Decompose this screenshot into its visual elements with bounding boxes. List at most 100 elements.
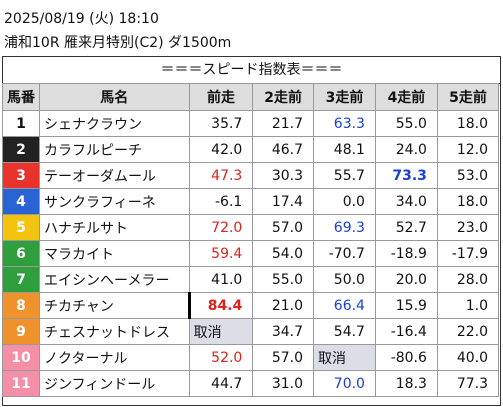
speed-index: 18.3 (374, 370, 438, 397)
speed-index: 55.0 (252, 266, 314, 293)
speed-index: 12.0 (436, 136, 500, 163)
horse-name: シェナクラウン (39, 110, 190, 137)
horse-row: 2 カラフルピーチ 42.0 46.7 48.1 24.0 12.0 (2, 136, 500, 163)
speed-index: -16.4 (374, 318, 438, 345)
speed-index: 40.0 (436, 344, 500, 371)
column-header: 5走前 (436, 83, 500, 111)
speed-index: 52.7 (374, 214, 438, 241)
race-info: 浦和10R 雁来月特別(C2) ダ1500m (4, 35, 232, 51)
horse-row: 6 マラカイト 59.4 54.0 -70.7 -18.9 -17.9 (2, 240, 500, 267)
speed-index: 23.0 (436, 214, 500, 241)
index-table-box: ＝＝＝スピード指数表＝＝＝ 馬番 馬名 前走 2走前 3走前 4走前 5走前 1 シェナクラウ… (2, 56, 501, 406)
speed-index: 54.0 (252, 240, 314, 267)
horse-name: テーオーダムール (39, 162, 190, 189)
speed-index: 30.3 (252, 162, 314, 189)
speed-index: 1.0 (436, 292, 500, 319)
speed-index: 52.0 (188, 344, 254, 371)
speed-index: 77.3 (436, 370, 500, 397)
speed-index: 63.3 (312, 110, 376, 137)
table-title: ＝＝＝スピード指数表＝＝＝ (3, 57, 500, 84)
horse-row: 9 チェスナットドレス 取消 34.7 54.7 -16.4 22.0 (2, 318, 500, 345)
horse-number: 11 (2, 370, 40, 397)
speed-index: 35.7 (188, 110, 254, 137)
horse-name: サンクラフィーネ (39, 188, 190, 215)
speed-index: 69.3 (312, 214, 376, 241)
horse-number: 1 (2, 110, 40, 137)
speed-index: 24.0 (374, 136, 438, 163)
speed-index: 42.0 (188, 136, 254, 163)
speed-index: 57.0 (252, 344, 314, 371)
horse-number: 7 (2, 266, 40, 293)
speed-index: 21.7 (252, 110, 314, 137)
speed-index: 34.7 (252, 318, 314, 345)
horse-row: 5 ハナチルサト 72.0 57.0 69.3 52.7 23.0 (2, 214, 500, 241)
horse-row: 1 シェナクラウン 35.7 21.7 63.3 55.0 18.0 (2, 110, 500, 137)
speed-index: 70.0 (312, 370, 376, 397)
horse-name: ジンフィンドール (39, 370, 190, 397)
horse-number: 10 (2, 344, 40, 371)
speed-index: 55.0 (374, 110, 438, 137)
speed-index: 47.3 (188, 162, 254, 189)
horse-name: エイシンヘーメラー (39, 266, 190, 293)
speed-index: 84.4 (187, 292, 254, 319)
speed-index: 48.1 (312, 136, 376, 163)
speed-index: 41.0 (188, 266, 254, 293)
horse-name: ノクターナル (39, 344, 190, 371)
column-header: 2走前 (252, 83, 314, 111)
speed-index: -80.6 (374, 344, 438, 371)
speed-index: 20.0 (374, 266, 438, 293)
speed-index: -6.1 (188, 188, 254, 215)
speed-index: 28.0 (436, 266, 500, 293)
horse-name: マラカイト (39, 240, 190, 267)
horse-number: 9 (2, 318, 40, 345)
horse-name: チカチャン (39, 292, 190, 319)
speed-index: 46.7 (252, 136, 314, 163)
column-header: 前走 (188, 83, 254, 111)
horse-name: カラフルピーチ (39, 136, 190, 163)
horse-name: ハナチルサト (39, 214, 190, 241)
speed-index: 66.4 (312, 292, 376, 319)
speed-index: 18.0 (436, 110, 500, 137)
speed-index: 34.0 (374, 188, 438, 215)
speed-index: 53.0 (436, 162, 500, 189)
column-header: 馬名 (39, 83, 190, 111)
speed-index: 73.3 (374, 162, 438, 189)
speed-index: 21.0 (252, 292, 314, 319)
column-header: 馬番 (2, 83, 40, 111)
speed-index: 50.0 (312, 266, 376, 293)
speed-index: 17.4 (252, 188, 314, 215)
speed-index: 15.9 (374, 292, 438, 319)
speed-index: 18.0 (436, 188, 500, 215)
column-header: 4走前 (374, 83, 438, 111)
datetime: 2025/08/19 (火) 18:10 (4, 11, 159, 27)
horse-row: 3 テーオーダムール 47.3 30.3 55.7 73.3 53.0 (2, 162, 500, 189)
speed-index: 取消 (188, 318, 254, 345)
header-row: 馬番 馬名 前走 2走前 3走前 4走前 5走前 (2, 83, 500, 111)
speed-index: 44.7 (188, 370, 254, 397)
speed-index: 54.7 (312, 318, 376, 345)
speed-table: 馬番 馬名 前走 2走前 3走前 4走前 5走前 1 シェナクラウン 35.7 21.7 63.3 5… (2, 83, 500, 397)
speed-index: 55.7 (312, 162, 376, 189)
horse-row: 4 サンクラフィーネ -6.1 17.4 0.0 34.0 18.0 (2, 188, 500, 215)
horse-number: 2 (2, 136, 40, 163)
column-header: 3走前 (312, 83, 376, 111)
speed-index: 31.0 (252, 370, 314, 397)
speed-index: 59.4 (188, 240, 254, 267)
horse-number: 5 (2, 214, 40, 241)
speed-index: -17.9 (436, 240, 500, 267)
horse-row: 11 ジンフィンドール 44.7 31.0 70.0 18.3 77.3 (2, 370, 500, 397)
speed-index: -70.7 (312, 240, 376, 267)
horse-name: チェスナットドレス (39, 318, 190, 345)
speed-index: 57.0 (252, 214, 314, 241)
speed-index: 72.0 (188, 214, 254, 241)
speed-index: 0.0 (312, 188, 376, 215)
horse-row: 7 エイシンヘーメラー 41.0 55.0 50.0 20.0 28.0 (2, 266, 500, 293)
horse-row: 8 チカチャン 84.4 21.0 66.4 15.9 1.0 (2, 292, 500, 319)
horse-row: 10 ノクターナル 52.0 57.0 取消 -80.6 40.0 (2, 344, 500, 371)
speed-index: -18.9 (374, 240, 438, 267)
speed-index: 22.0 (436, 318, 500, 345)
horse-number: 4 (2, 188, 40, 215)
horse-number: 8 (2, 292, 40, 319)
horse-number: 6 (2, 240, 40, 267)
